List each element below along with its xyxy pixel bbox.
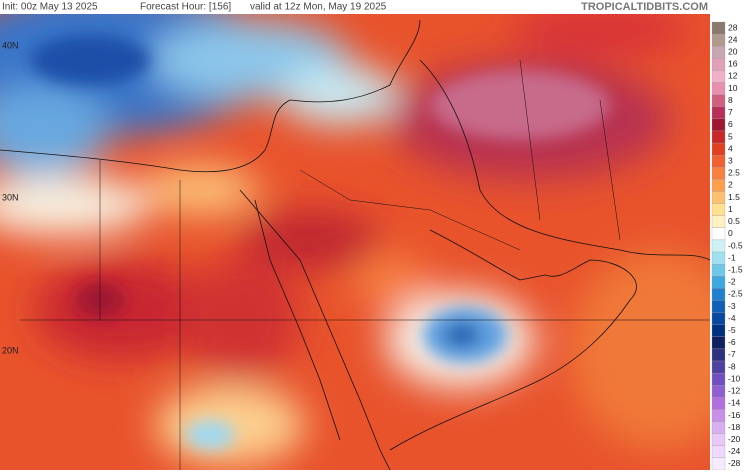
legend-label: -14 [728, 398, 741, 408]
legend-label: -24 [728, 446, 741, 456]
color-swatch [711, 239, 726, 253]
color-swatch [711, 445, 726, 459]
color-swatch [711, 155, 726, 168]
color-swatch [711, 179, 726, 192]
legend-label: 0 [728, 228, 733, 238]
source: TROPICALTIDBITS.COM [581, 1, 708, 13]
color-swatch [711, 276, 726, 289]
color-swatch [711, 348, 726, 362]
color-swatch [711, 360, 726, 374]
legend-label: -2 [728, 277, 736, 287]
color-swatch [711, 142, 726, 156]
legend-label: 12 [728, 71, 738, 81]
legend-label: -10 [728, 373, 741, 383]
color-swatch [711, 130, 726, 144]
color-swatch [711, 58, 726, 71]
legend-label: 20 [728, 47, 738, 57]
color-swatch [711, 251, 726, 265]
legend-label: 8 [728, 95, 733, 105]
color-swatch [711, 457, 726, 471]
color-swatch [711, 264, 726, 277]
legend-label: -28 [728, 458, 741, 468]
legend-label: -8 [728, 361, 736, 371]
color-swatch [711, 312, 726, 325]
legend-label: 2.5 [728, 168, 740, 178]
color-swatch [711, 118, 726, 132]
legend-label: -0.5 [728, 240, 743, 250]
legend-label: 24 [728, 34, 738, 44]
color-swatch [711, 409, 726, 422]
color-swatch [711, 215, 726, 228]
legend-label: 7 [728, 107, 733, 117]
color-swatch [711, 21, 726, 35]
legend-label: -4 [728, 313, 736, 323]
color-swatch [711, 397, 726, 410]
legend-label: -5 [728, 325, 736, 335]
legend-label: -20 [728, 434, 741, 444]
legend-label: 6 [728, 119, 733, 129]
legend-label: 1.5 [728, 192, 740, 202]
colorbar: 28 24 20 16 12 10 8 7 6 5 4 3 2.5 2 1.5 1 0.5 0 -0.5 -1 -1.5… [710, 14, 750, 471]
color-swatch [711, 70, 726, 83]
legend-label: -12 [728, 386, 741, 396]
forecast-hour: Forecast Hour: [156] [140, 2, 231, 13]
color-swatch [711, 227, 726, 241]
color-swatch [711, 385, 726, 398]
color-swatch [711, 94, 726, 107]
legend-label: -6 [728, 337, 736, 347]
legend-label: -16 [728, 410, 741, 420]
legend-label: -7 [728, 349, 736, 359]
color-swatch [711, 203, 726, 216]
color-swatch [711, 324, 726, 337]
legend-label: -18 [728, 422, 741, 432]
legend-label: 1 [728, 204, 733, 214]
color-swatch [711, 82, 726, 95]
legend-label: -1 [728, 252, 736, 262]
color-swatch [711, 336, 726, 350]
color-swatch [711, 33, 726, 47]
valid-time: valid at 12z Mon, May 19 2025 [250, 2, 387, 13]
legend-label: 4 [728, 143, 733, 153]
legend-label: 16 [728, 59, 738, 69]
lat-label: 40N [2, 40, 19, 50]
legend-label: 3 [728, 155, 733, 165]
color-swatch [711, 46, 726, 59]
legend-label: 0.5 [728, 216, 740, 226]
color-swatch [711, 421, 726, 434]
color-swatch [711, 433, 726, 446]
legend-label: 10 [728, 83, 738, 93]
color-swatch [711, 288, 726, 301]
lat-label: 30N [2, 192, 19, 202]
color-swatch [711, 300, 726, 313]
legend-label: 28 [728, 22, 738, 32]
lat-label: 20N [2, 345, 19, 355]
color-swatch [711, 167, 726, 180]
color-swatch [711, 106, 726, 120]
color-swatch [711, 191, 726, 204]
legend-label: -2.5 [728, 289, 743, 299]
legend-label: 5 [728, 131, 733, 141]
coastlines [0, 19, 710, 470]
init-text: Init: 00z May 13 2025 [2, 2, 98, 13]
legend-label: -3 [728, 301, 736, 311]
color-swatch [711, 372, 726, 386]
legend-label: -1.5 [728, 264, 743, 274]
legend-label: 2 [728, 180, 733, 190]
